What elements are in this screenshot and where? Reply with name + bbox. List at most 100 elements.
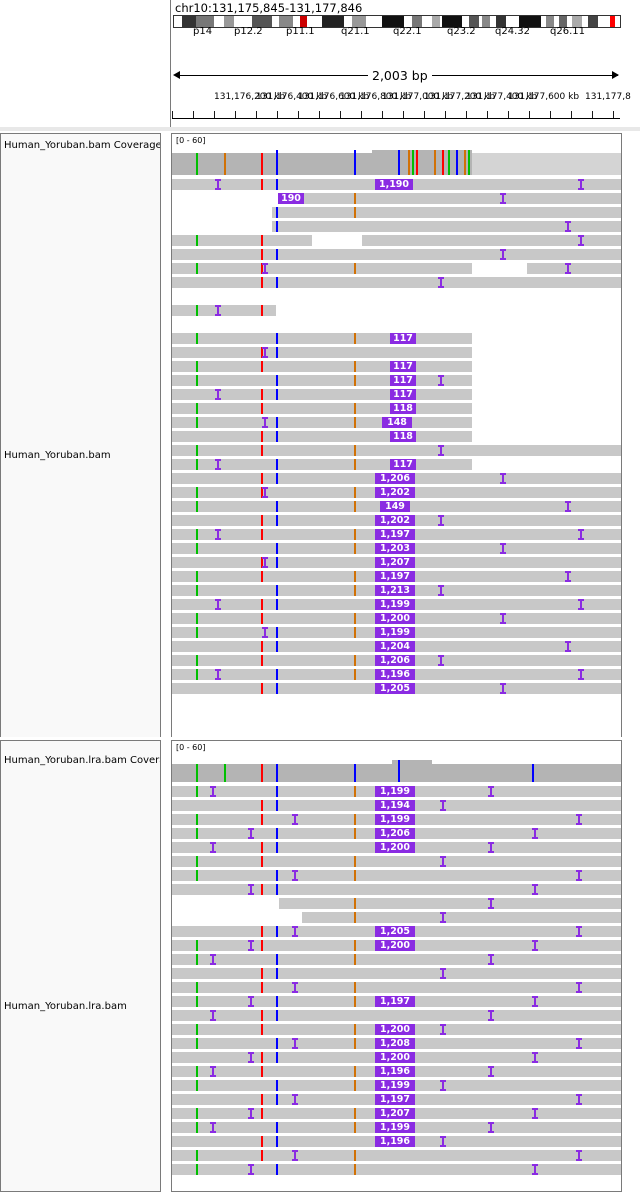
aligned-read[interactable] bbox=[172, 870, 621, 881]
coverage-range: [0 - 60] bbox=[176, 743, 206, 752]
mismatch-base bbox=[276, 1094, 278, 1105]
aligned-read[interactable] bbox=[279, 898, 621, 909]
aligned-read[interactable] bbox=[172, 277, 621, 288]
mismatch-base bbox=[196, 1038, 198, 1049]
aligned-read[interactable] bbox=[172, 375, 472, 386]
insertion-count-label: 1,207 bbox=[375, 557, 415, 568]
insertion-marker bbox=[488, 954, 494, 965]
mismatch-base bbox=[261, 1052, 263, 1063]
mismatch-base bbox=[261, 557, 263, 568]
insertion-marker bbox=[210, 786, 216, 797]
insertion-count-label: 117 bbox=[390, 389, 416, 400]
band-label: p12.2 bbox=[234, 26, 263, 37]
mismatch-base bbox=[276, 179, 278, 190]
insertion-count-label: 1,196 bbox=[375, 669, 415, 680]
aligned-read[interactable] bbox=[172, 1150, 621, 1161]
aligned-read[interactable] bbox=[527, 263, 621, 274]
insertion-marker bbox=[210, 842, 216, 853]
aligned-read[interactable] bbox=[172, 884, 621, 895]
insertion-marker bbox=[488, 1066, 494, 1077]
mismatch-base bbox=[354, 870, 356, 881]
insertion-marker bbox=[215, 389, 221, 400]
band-label: q23.2 bbox=[447, 26, 476, 37]
alignment-track-label[interactable]: Human_Yoruban.lra.bam bbox=[4, 1001, 127, 1012]
alignment-reads[interactable]: 1,199 1,194 1,199 1,206 1,200 1,205 1,200 1,197… bbox=[172, 786, 621, 1191]
aligned-read[interactable] bbox=[172, 459, 472, 470]
coverage-histogram[interactable] bbox=[172, 754, 621, 782]
aligned-read[interactable] bbox=[302, 912, 621, 923]
insertion-count-label: 1,194 bbox=[375, 800, 415, 811]
mismatch-base bbox=[354, 207, 356, 218]
coverage-track-label[interactable]: Human_Yoruban.bam Coverage bbox=[4, 140, 160, 151]
insertion-marker bbox=[576, 1150, 582, 1161]
mismatch-base bbox=[354, 1164, 356, 1175]
mismatch-base bbox=[276, 249, 278, 260]
aligned-read[interactable] bbox=[172, 305, 276, 316]
insertion-marker bbox=[292, 926, 298, 937]
coverage-histogram[interactable] bbox=[172, 147, 621, 175]
aligned-read[interactable] bbox=[172, 417, 472, 428]
alignment-reads[interactable]: 1,190 190 117 117 117 117 118 148 118 117 1,206 1,2… bbox=[172, 179, 621, 737]
aligned-read[interactable] bbox=[172, 389, 472, 400]
aligned-read[interactable] bbox=[172, 968, 621, 979]
aligned-read[interactable] bbox=[172, 1010, 621, 1021]
track2-data-panel[interactable]: [0 - 60] 1,199 1,194 1,199 1,206 1,200 1,205 1… bbox=[171, 740, 622, 1192]
insertion-marker bbox=[440, 800, 446, 811]
insertion-marker bbox=[262, 627, 268, 638]
mismatch-base bbox=[276, 884, 278, 895]
insertion-marker bbox=[488, 842, 494, 853]
mismatch-base bbox=[354, 193, 356, 204]
aligned-read[interactable] bbox=[272, 221, 621, 232]
aligned-read[interactable] bbox=[272, 207, 621, 218]
insertion-marker bbox=[500, 249, 506, 260]
aligned-read[interactable] bbox=[172, 1164, 621, 1175]
aligned-read[interactable] bbox=[172, 954, 621, 965]
mismatch-base bbox=[261, 814, 263, 825]
aligned-read[interactable] bbox=[278, 193, 621, 204]
track1-data-panel[interactable]: [0 - 60] 1,190 190 117 117 117 117 118 148 118 11… bbox=[171, 133, 622, 738]
mismatch-base bbox=[261, 599, 263, 610]
ruler-tick-label: 131,177,600 kb bbox=[508, 92, 580, 102]
aligned-read[interactable] bbox=[172, 403, 472, 414]
mismatch-base bbox=[261, 968, 263, 979]
aligned-read[interactable] bbox=[172, 263, 472, 274]
aligned-read[interactable] bbox=[172, 982, 621, 993]
insertion-marker bbox=[440, 856, 446, 867]
insertion-count-label: 1,206 bbox=[375, 473, 415, 484]
insertion-count-label: 1,197 bbox=[375, 571, 415, 582]
insertion-marker bbox=[488, 1010, 494, 1021]
mismatch-base bbox=[196, 305, 198, 316]
chromosome-ideogram[interactable] bbox=[173, 15, 621, 28]
aligned-read[interactable] bbox=[362, 235, 621, 246]
mismatch-base bbox=[276, 207, 278, 218]
mismatch-base bbox=[261, 1010, 263, 1021]
aligned-read[interactable] bbox=[172, 235, 312, 246]
aligned-read[interactable] bbox=[172, 445, 621, 456]
insertion-marker bbox=[488, 1122, 494, 1133]
aligned-read[interactable] bbox=[172, 347, 472, 358]
mismatch-base bbox=[261, 403, 263, 414]
mismatch-base bbox=[261, 263, 263, 274]
aligned-read[interactable] bbox=[172, 249, 621, 260]
mismatch-base bbox=[261, 800, 263, 811]
mismatch-base bbox=[196, 543, 198, 554]
aligned-read[interactable] bbox=[172, 431, 472, 442]
alignment-track-label[interactable]: Human_Yoruban.bam bbox=[4, 450, 111, 461]
band-label: q22.1 bbox=[393, 26, 422, 37]
coverage-track-label[interactable]: Human_Yoruban.lra.bam Coverage bbox=[4, 755, 160, 766]
mismatch-base bbox=[261, 1136, 263, 1147]
ruler-tick-label: 131,176,400 kb bbox=[256, 92, 328, 102]
insertion-count-label: 1,205 bbox=[375, 683, 415, 694]
insertion-marker bbox=[576, 814, 582, 825]
mismatch-base bbox=[261, 487, 263, 498]
aligned-read[interactable] bbox=[172, 361, 472, 372]
locus-label[interactable]: chr10:131,175,845-131,177,846 bbox=[175, 1, 363, 15]
aligned-read[interactable] bbox=[172, 856, 621, 867]
mismatch-base bbox=[261, 179, 263, 190]
mismatch-base bbox=[276, 333, 278, 344]
mismatch-base bbox=[354, 263, 356, 274]
aligned-read[interactable] bbox=[172, 333, 472, 344]
mismatch-base bbox=[196, 1122, 198, 1133]
mismatch-base bbox=[276, 842, 278, 853]
mismatch-base bbox=[276, 347, 278, 358]
